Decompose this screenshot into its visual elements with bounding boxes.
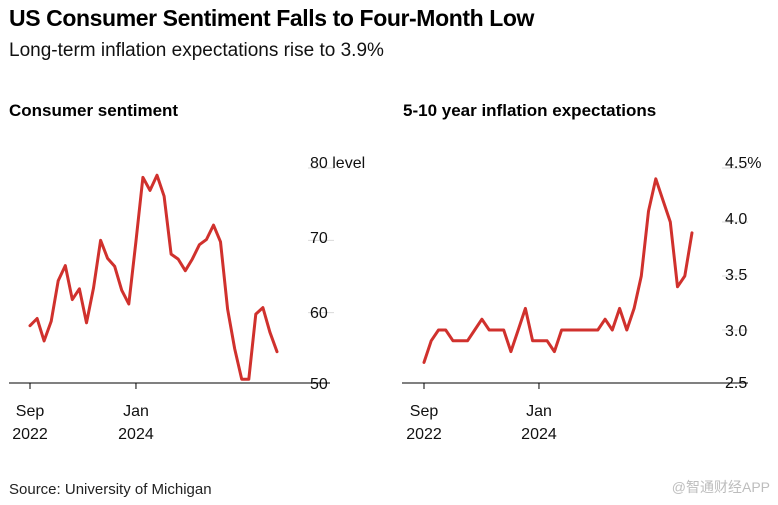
- y-tick-label: 60: [310, 305, 328, 322]
- x-tick-label-year: 2022: [12, 426, 48, 443]
- source-note: Source: University of Michigan: [9, 481, 212, 498]
- panel-title-inflation-expectations: 5-10 year inflation expectations: [403, 101, 657, 120]
- y-tick-label: 3.0: [725, 323, 747, 340]
- watermark: @智通财经APP: [671, 479, 770, 495]
- x-tick-label-month: Sep: [16, 403, 45, 420]
- y-tick-label: 4.5%: [725, 155, 761, 172]
- x-tick-label-month: Jan: [526, 403, 552, 420]
- y-tick-label: 3.5: [725, 267, 747, 284]
- x-tick-label-month: Jan: [123, 403, 149, 420]
- x-tick-label-year: 2024: [521, 426, 557, 443]
- chart-subtitle: Long-term inflation expectations rise to…: [9, 40, 384, 61]
- chart-title: US Consumer Sentiment Falls to Four-Mont…: [9, 5, 535, 31]
- y-tick-label: 4.0: [725, 211, 747, 228]
- series-line: [422, 177, 694, 364]
- panel-title-consumer-sentiment: Consumer sentiment: [9, 101, 179, 120]
- x-tick-label-year: 2024: [118, 426, 154, 443]
- x-tick-label-month: Sep: [410, 403, 439, 420]
- y-tick-label: 50: [310, 376, 328, 393]
- y-tick-label: 80 level: [310, 155, 365, 172]
- y-tick-label: 70: [310, 230, 328, 247]
- series-line: [28, 173, 279, 381]
- x-tick-label-year: 2022: [406, 426, 442, 443]
